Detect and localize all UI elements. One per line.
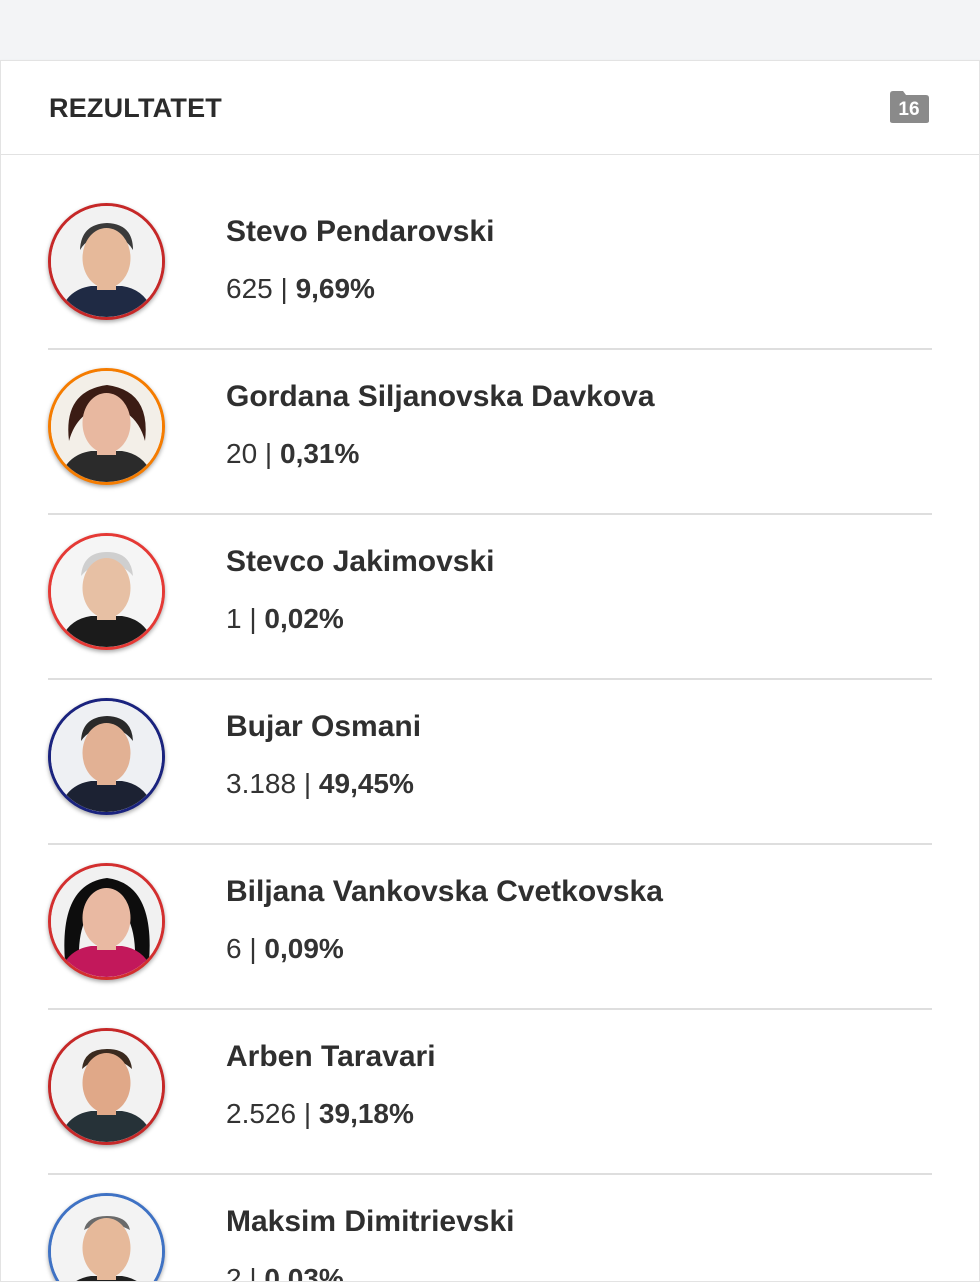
candidate-photo	[51, 536, 162, 647]
candidate-name: Gordana Siljanovska Davkova	[226, 380, 655, 413]
candidate-stats: 625 | 9,69%	[226, 273, 375, 305]
candidate-avatar	[48, 698, 165, 815]
stats-separator: |	[241, 603, 265, 634]
candidate-avatar	[48, 533, 165, 650]
candidate-row[interactable]: Gordana Siljanovska Davkova 20 | 0,31%	[48, 350, 932, 515]
candidate-name: Stevco Jakimovski	[226, 545, 495, 578]
results-card: REZULTATET 16 Stevo Pendarovski 625 | 9,…	[0, 60, 980, 1282]
candidate-avatar	[48, 203, 165, 320]
stats-separator: |	[241, 933, 265, 964]
candidate-stats: 20 | 0,31%	[226, 438, 359, 470]
candidate-percent: 0,02%	[264, 603, 344, 634]
candidate-stats: 6 | 0,09%	[226, 933, 344, 965]
stats-separator: |	[296, 1098, 319, 1129]
candidate-stats: 3.188 | 49,45%	[226, 768, 414, 800]
candidate-votes: 1	[226, 603, 242, 634]
candidate-name: Stevo Pendarovski	[226, 215, 495, 248]
candidate-percent: 39,18%	[318, 1098, 414, 1129]
candidate-photo	[51, 701, 162, 812]
candidate-avatar	[48, 1028, 165, 1145]
candidate-percent: 9,69%	[295, 273, 375, 304]
results-title: REZULTATET	[49, 93, 222, 123]
candidate-votes: 2.526	[226, 1098, 297, 1129]
candidate-votes: 625	[226, 273, 273, 304]
stats-separator: |	[296, 768, 319, 799]
candidate-row[interactable]: Stevo Pendarovski 625 | 9,69%	[48, 185, 932, 350]
candidate-avatar	[48, 863, 165, 980]
candidate-row[interactable]: Arben Taravari 2.526 | 39,18%	[48, 1010, 932, 1175]
top-bar	[0, 0, 980, 60]
candidate-stats: 1 | 0,02%	[226, 603, 344, 635]
candidate-votes: 6	[226, 933, 242, 964]
candidate-name: Maksim Dimitrievski	[226, 1205, 515, 1238]
candidate-percent: 49,45%	[318, 768, 414, 799]
folder-count: 16	[898, 99, 920, 120]
candidate-photo	[51, 1031, 162, 1142]
candidate-votes: 3.188	[226, 768, 297, 799]
candidate-name: Bujar Osmani	[226, 710, 422, 743]
stats-separator: |	[272, 273, 296, 304]
candidate-row[interactable]: Biljana Vankovska Cvetkovska 6 | 0,09%	[48, 845, 932, 1010]
candidate-name: Biljana Vankovska Cvetkovska	[226, 875, 663, 908]
candidate-list: Stevo Pendarovski 625 | 9,69% Gordana Si…	[48, 185, 932, 1281]
candidate-row[interactable]: Bujar Osmani 3.188 | 49,45%	[48, 680, 932, 845]
candidate-avatar	[48, 1193, 165, 1281]
candidate-photo	[51, 1196, 162, 1281]
folder-icon	[890, 91, 929, 123]
candidate-photo	[51, 371, 162, 482]
candidate-photo	[51, 866, 162, 977]
candidate-percent: 0,09%	[264, 933, 344, 964]
candidate-name: Arben Taravari	[226, 1040, 436, 1073]
folder-count-badge[interactable]: 16	[888, 90, 930, 124]
card-header: REZULTATET 16	[1, 61, 979, 155]
candidate-percent: 0,31%	[280, 438, 360, 469]
candidate-stats: 2.526 | 39,18%	[226, 1098, 414, 1130]
candidate-row[interactable]: Stevco Jakimovski 1 | 0,02%	[48, 515, 932, 680]
candidate-photo	[51, 206, 162, 317]
stats-separator: |	[257, 438, 280, 469]
candidate-votes: 20	[226, 438, 258, 469]
candidate-avatar	[48, 368, 165, 485]
